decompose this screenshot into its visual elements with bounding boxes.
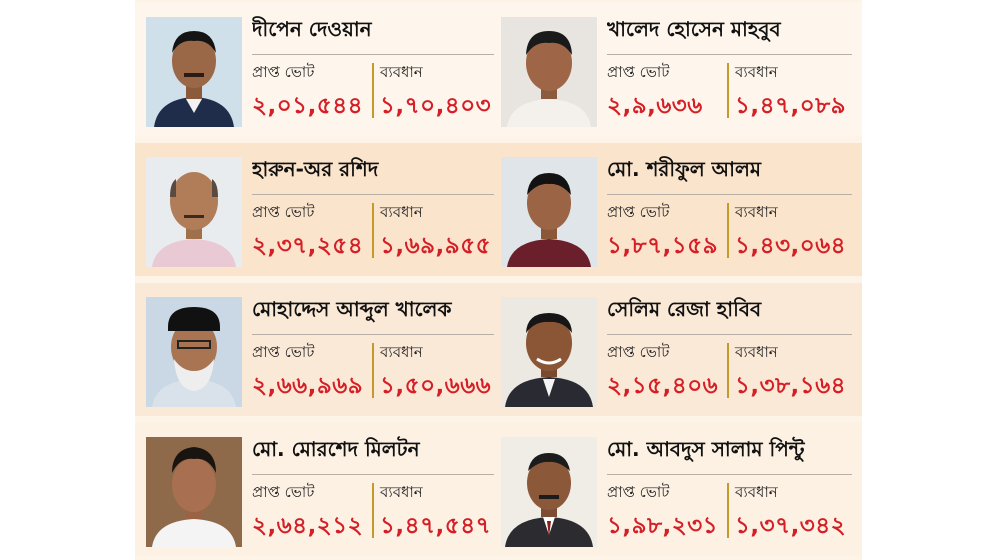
votes-label: প্রাপ্ত ভোট [252,483,315,501]
candidate-card: হারুন-অর রশিদ প্রাপ্ত ভোট ব্যবধান ২,৩৭,২… [135,143,498,276]
votes-label: প্রাপ্ত ভোট [607,343,670,361]
candidate-card: মো. আবদুস সালাম পিন্টু প্রাপ্ত ভোট ব্যবধ… [499,423,862,556]
votes-value: ১,৮৭,১৫৯ [607,233,719,259]
candidate-photo [146,157,242,267]
votes-value: ২,৬৬,৯৬৯ [252,373,364,399]
votes-value: ২,৬৪,২১২ [252,513,364,539]
candidate-name: হারুন-অর রশিদ [252,155,494,195]
results-row: মো. মোরশেদ মিলটন প্রাপ্ত ভোট ব্যবধান ২,৬… [135,423,862,556]
column-divider [727,483,729,538]
candidate-photo [146,17,242,127]
results-row: দীপেন দেওয়ান প্রাপ্ত ভোট ব্যবধান ২,০১,৫… [135,3,862,136]
candidate-name: খালেদ হোসেন মাহবুব [607,15,852,55]
candidate-photo [501,157,597,267]
margin-value: ১,৭০,৪০৩ [380,93,492,119]
candidate-card: মোহাদ্দেস আব্দুল খালেক প্রাপ্ত ভোট ব্যবধ… [135,283,498,416]
candidate-card: মো. শরীফুল আলম প্রাপ্ত ভোট ব্যবধান ১,৮৭,… [499,143,862,276]
candidate-name: মো. শরীফুল আলম [607,155,852,195]
margin-label: ব্যবধান [380,63,423,81]
candidate-photo [501,437,597,547]
candidate-photo [501,297,597,407]
candidate-card: দীপেন দেওয়ান প্রাপ্ত ভোট ব্যবধান ২,০১,৫… [135,3,498,136]
margin-value: ১,৩৭,৩৪২ [735,513,847,539]
votes-label: প্রাপ্ত ভোট [252,343,315,361]
candidate-name: মো. মোরশেদ মিলটন [252,435,494,475]
votes-label: প্রাপ্ত ভোট [252,203,315,221]
votes-label: প্রাপ্ত ভোট [252,63,315,81]
candidate-name: মো. আবদুস সালাম পিন্টু [607,435,852,475]
margin-label: ব্যবধান [735,343,778,361]
column-divider [727,343,729,398]
margin-label: ব্যবধান [380,203,423,221]
margin-value: ১,৪৭,৫৪৭ [380,513,492,539]
margin-value: ১,৩৮,১৬৪ [735,373,847,399]
results-row: হারুন-অর রশিদ প্রাপ্ত ভোট ব্যবধান ২,৩৭,২… [135,143,862,276]
margin-value: ১,৫০,৬৬৬ [380,373,492,399]
results-row: মোহাদ্দেস আব্দুল খালেক প্রাপ্ত ভোট ব্যবধ… [135,283,862,416]
candidate-card: খালেদ হোসেন মাহবুব প্রাপ্ত ভোট ব্যবধান ২… [499,3,862,136]
votes-value: ২,০১,৫৪৪ [252,93,364,119]
candidate-photo [146,297,242,407]
margin-label: ব্যবধান [735,203,778,221]
votes-value: ১,৯৮,২৩১ [607,513,719,539]
column-divider [372,203,374,258]
margin-value: ১,৪৩,০৬৪ [735,233,847,259]
column-divider [372,63,374,118]
results-board: দীপেন দেওয়ান প্রাপ্ত ভোট ব্যবধান ২,০১,৫… [135,0,862,560]
votes-value: ২,৩৭,২৫৪ [252,233,364,259]
votes-label: প্রাপ্ত ভোট [607,63,670,81]
candidate-photo [501,17,597,127]
votes-value: ২,৯,৬৩৬ [607,93,703,119]
votes-label: প্রাপ্ত ভোট [607,483,670,501]
candidate-name: সেলিম রেজা হাবিব [607,295,852,335]
margin-label: ব্যবধান [380,343,423,361]
margin-value: ১,৬৯,৯৫৫ [380,233,492,259]
candidate-photo [146,437,242,547]
margin-label: ব্যবধান [735,63,778,81]
column-divider [727,203,729,258]
candidate-card: সেলিম রেজা হাবিব প্রাপ্ত ভোট ব্যবধান ২,১… [499,283,862,416]
column-divider [372,483,374,538]
votes-value: ২,১৫,৪০৬ [607,373,719,399]
candidate-card: মো. মোরশেদ মিলটন প্রাপ্ত ভোট ব্যবধান ২,৬… [135,423,498,556]
column-divider [372,343,374,398]
margin-label: ব্যবধান [735,483,778,501]
margin-value: ১,৪৭,০৮৯ [735,93,847,119]
margin-label: ব্যবধান [380,483,423,501]
candidate-name: দীপেন দেওয়ান [252,15,494,55]
column-divider [727,63,729,118]
candidate-name: মোহাদ্দেস আব্দুল খালেক [252,295,494,335]
votes-label: প্রাপ্ত ভোট [607,203,670,221]
